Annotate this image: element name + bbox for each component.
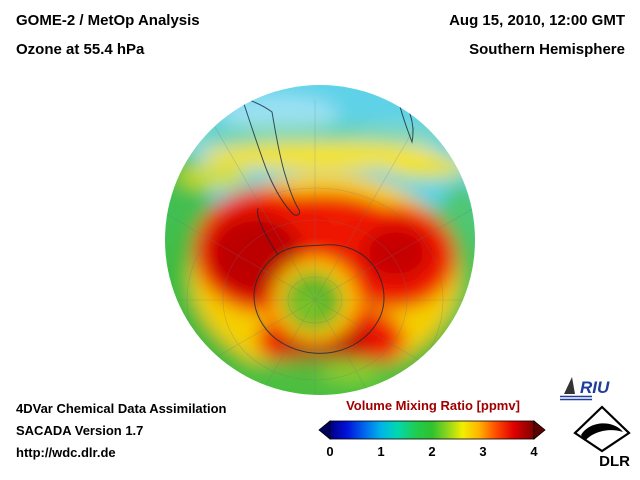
- coastline-antarctica: [253, 244, 385, 354]
- riu-logo-text: RIU: [580, 378, 610, 397]
- coastline-south-america: [240, 96, 300, 216]
- colorbar-left-arrow: [318, 420, 331, 440]
- product-title: Ozone at 55.4 hPa: [16, 41, 145, 58]
- coastline-antarctic-peninsula: [257, 207, 279, 256]
- assimilation-label: 4DVar Chemical Data Assimilation: [16, 401, 227, 416]
- riu-sail-icon: [564, 377, 575, 394]
- dlr-logo: DLR: [573, 405, 631, 470]
- instrument-title: GOME-2 / MetOp Analysis: [16, 12, 200, 29]
- colorbar-ticks: 0 1 2 3 4: [318, 444, 546, 460]
- header-right: Aug 15, 2010, 12:00 GMT Southern Hemisph…: [449, 12, 625, 58]
- colorbar: [318, 420, 546, 440]
- wdc-url: http://wdc.dlr.de: [16, 445, 116, 460]
- ozone-map-globe: [165, 85, 475, 395]
- colorbar-gradient-bar: [329, 420, 535, 440]
- riu-logo: RIU: [560, 377, 610, 401]
- dlr-emblem-icon: [573, 405, 631, 453]
- dlr-logo-text: DLR: [599, 453, 630, 470]
- colorbar-title: Volume Mixing Ratio [ppmv]: [346, 398, 520, 413]
- date-label: Aug 15, 2010, 12:00 GMT: [449, 12, 625, 29]
- header-left: GOME-2 / MetOp Analysis Ozone at 55.4 hP…: [16, 12, 200, 58]
- version-label: SACADA Version 1.7: [16, 423, 144, 438]
- hemisphere-label: Southern Hemisphere: [469, 41, 625, 58]
- dlr-swoosh-icon: [581, 423, 623, 441]
- riu-waves-icon: [560, 395, 592, 401]
- colorbar-right-arrow: [533, 420, 546, 440]
- tick-0: 0: [326, 444, 334, 459]
- footer-left: 4DVar Chemical Data Assimilation SACADA …: [16, 401, 227, 460]
- tick-1: 1: [377, 444, 385, 459]
- tick-2: 2: [428, 444, 436, 459]
- tick-3: 3: [479, 444, 487, 459]
- tick-4: 4: [530, 444, 538, 459]
